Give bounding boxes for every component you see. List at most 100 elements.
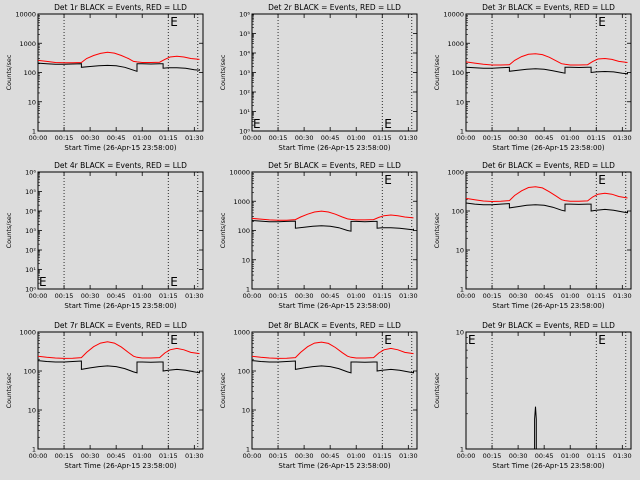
e-marker: E [384,173,392,187]
y-tick-label: 10² [25,247,36,255]
x-tick-label: 00:15 [55,292,74,300]
y-tick-label: 10000 [443,11,464,19]
e-marker: E [384,333,392,347]
plot-frame [465,171,632,290]
y-axis-label: Counts/sec [5,54,13,90]
panel-det-8: Det 8r BLACK = Events, RED = LLD 00:00 00:… [219,321,418,470]
y-tick-label: 1000 [19,40,36,48]
x-tick-label: 00:00 [29,134,48,142]
x-tick-label: 01:30 [185,134,204,142]
e-marker: E [384,117,392,131]
x-axis-label: Start Time (26-Apr-15 23:58:00) [492,144,604,152]
x-axis-label: Start Time (26-Apr-15 23:58:00) [64,462,176,470]
x-tick-label: 01:15 [373,452,392,460]
x-tick-label: 00:45 [321,134,340,142]
series-lld [465,186,628,203]
x-tick-label: 01:30 [613,292,632,300]
x-tick-label: 00:15 [483,134,502,142]
x-tick-label: 01:30 [399,292,418,300]
x-tick-label: 00:45 [107,452,126,460]
y-tick-label: 10⁴ [25,208,36,216]
x-tick-label: 00:30 [295,292,314,300]
x-tick-label: 01:15 [587,292,606,300]
panel-det-3: Det 3r BLACK = Events, RED = LLD 00:00 00:… [433,3,632,152]
x-tick-label: 01:30 [613,452,632,460]
x-tick-label: 00:30 [509,452,528,460]
y-tick-label: 10² [239,89,250,97]
y-tick-label: 10⁰ [239,128,250,136]
x-tick-label: 00:00 [243,452,262,460]
x-tick-label: 01:15 [587,452,606,460]
x-tick-label: 01:00 [561,292,580,300]
y-tick-label: 10 [456,329,464,337]
x-tick-label: 00:15 [269,452,288,460]
series-events [251,220,414,232]
plot-frame [37,331,204,450]
e-marker: E [170,275,178,289]
y-axis-label: Counts/sec [219,372,227,408]
x-tick-label: 01:15 [587,134,606,142]
x-tick-label: 00:15 [55,452,74,460]
e-marker: E [170,15,178,29]
y-tick-label: 10 [456,247,464,255]
y-tick-label: 10 [456,98,464,106]
x-tick-label: 00:15 [269,292,288,300]
series-lld [251,210,414,221]
e-marker: E [170,333,178,347]
y-axis-label: Counts/sec [433,372,441,408]
y-axis-label: Counts/sec [219,54,227,90]
y-tick-label: 10000 [229,169,250,177]
panel-title: Det 2r BLACK = Events, RED = LLD [268,3,401,12]
x-axis-label: Start Time (26-Apr-15 23:58:00) [492,462,604,470]
x-tick-label: 01:30 [399,134,418,142]
x-tick-label: 01:00 [561,452,580,460]
x-tick-label: 00:15 [483,452,502,460]
y-tick-label: 10⁵ [25,188,36,196]
y-tick-label: 100 [238,368,250,376]
panel-det-7: Det 7r BLACK = Events, RED = LLD 00:00 00:… [5,321,204,470]
x-tick-label: 00:30 [295,452,314,460]
x-axis-label: Start Time (26-Apr-15 23:58:00) [492,302,604,310]
x-tick-label: 01:30 [185,292,204,300]
series-events [251,360,414,374]
panel-title: Det 9r BLACK = Events, RED = LLD [482,321,615,330]
x-tick-label: 01:00 [347,134,366,142]
panel-title: Det 1r BLACK = Events, RED = LLD [54,3,187,12]
x-tick-label: 00:00 [29,452,48,460]
y-tick-label: 1000 [19,329,36,337]
x-tick-label: 00:30 [509,292,528,300]
e-marker: E [598,15,606,29]
y-tick-label: 1000 [447,40,464,48]
x-tick-label: 01:00 [133,292,152,300]
x-axis-label: Start Time (26-Apr-15 23:58:00) [278,144,390,152]
y-tick-label: 1 [460,286,464,294]
panel-title: Det 3r BLACK = Events, RED = LLD [482,3,615,12]
panel-det-1: Det 1r BLACK = Events, RED = LLD 00:00 00:… [5,3,204,152]
x-tick-label: 00:00 [457,292,476,300]
y-tick-label: 10³ [239,69,250,77]
x-tick-label: 00:00 [243,134,262,142]
x-tick-label: 00:00 [457,452,476,460]
y-axis-label: Counts/sec [433,54,441,90]
y-tick-label: 10 [28,407,36,415]
y-tick-label: 10¹ [239,108,250,116]
x-tick-label: 00:45 [535,452,554,460]
y-tick-label: 1000 [233,329,250,337]
x-tick-label: 01:30 [185,452,204,460]
x-tick-label: 00:00 [243,292,262,300]
x-tick-label: 01:00 [133,134,152,142]
x-tick-label: 01:00 [561,134,580,142]
series-lld [37,341,200,359]
e-marker: E [39,275,47,289]
y-axis-label: Counts/sec [219,212,227,248]
y-tick-label: 10⁰ [25,286,36,294]
x-tick-label: 01:00 [347,452,366,460]
x-axis-label: Start Time (26-Apr-15 23:58:00) [64,144,176,152]
x-tick-label: 00:30 [81,452,100,460]
series-lld [37,51,200,64]
x-tick-label: 01:30 [399,452,418,460]
x-tick-label: 00:30 [81,134,100,142]
x-axis-label: Start Time (26-Apr-15 23:58:00) [278,462,390,470]
